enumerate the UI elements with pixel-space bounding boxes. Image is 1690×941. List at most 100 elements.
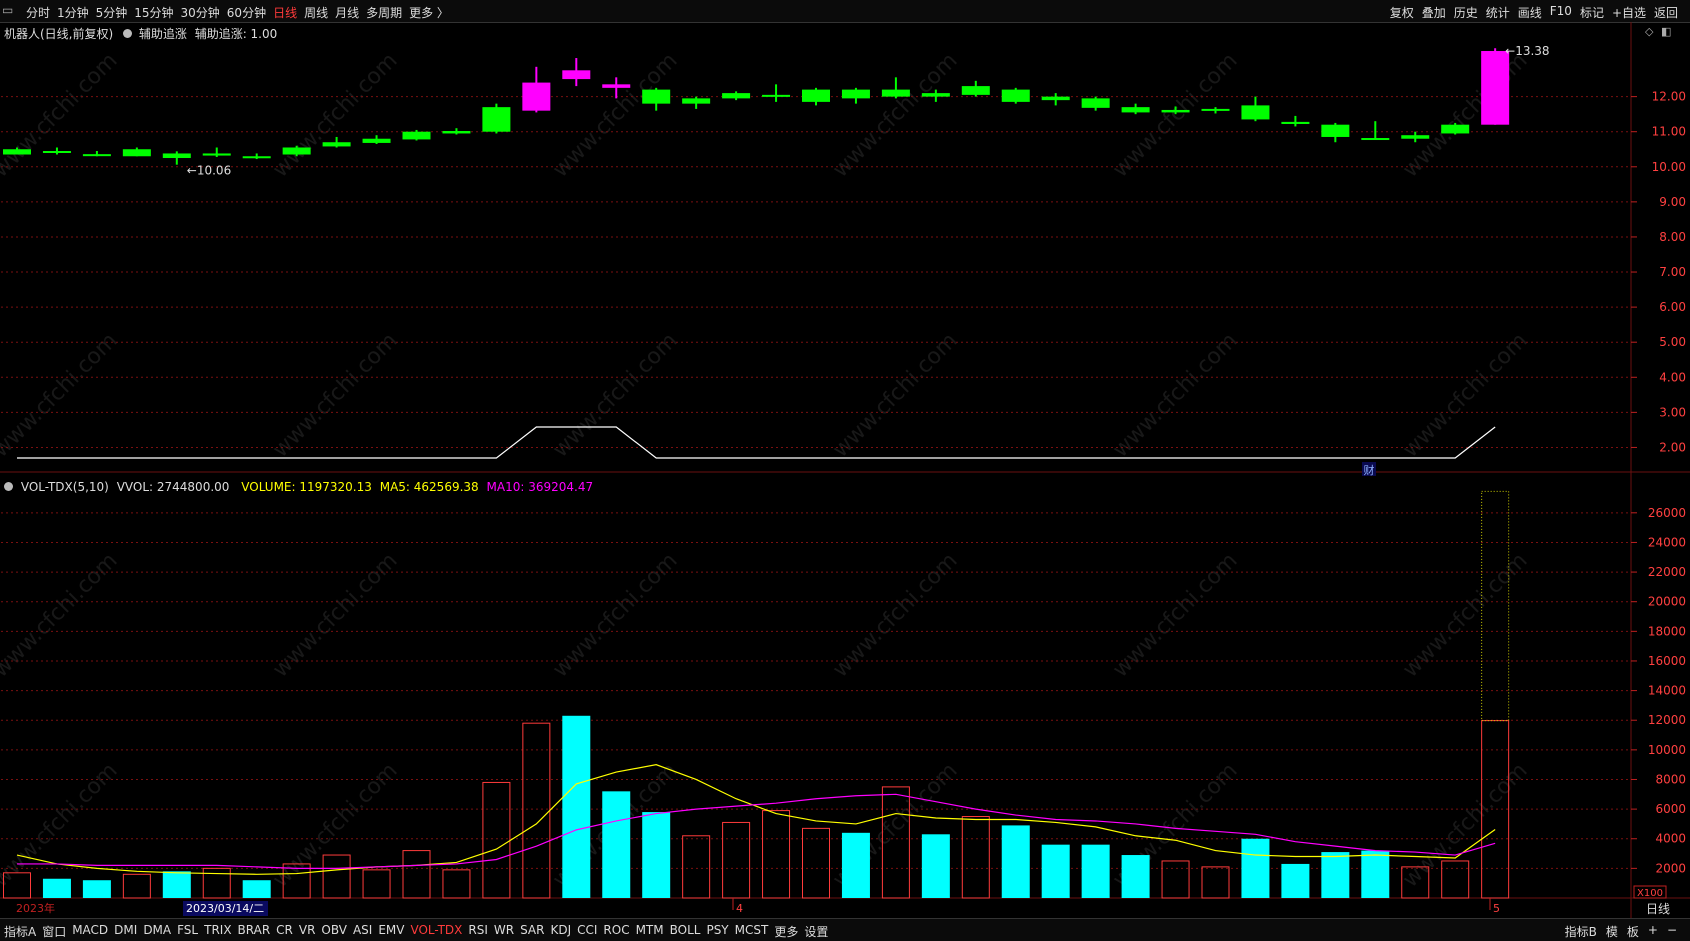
watermark-text: www.cfchi.com bbox=[1108, 548, 1242, 682]
candle-body bbox=[1201, 108, 1230, 111]
toolbar-button-3[interactable]: 统计 bbox=[1485, 6, 1510, 20]
period-tab-6[interactable]: 日线 bbox=[273, 6, 298, 20]
volume-toggle-icon[interactable] bbox=[4, 482, 13, 491]
bottom-button-0[interactable]: 指标B bbox=[1564, 925, 1597, 939]
indicator-tab-7[interactable]: BRAR bbox=[237, 923, 271, 937]
watermark-text: www.cfchi.com bbox=[1398, 48, 1532, 182]
volume-bar bbox=[402, 850, 431, 899]
volume-bar bbox=[841, 832, 870, 898]
volume-tick-label: 2000 bbox=[1655, 861, 1686, 875]
watermark-text: www.cfchi.com bbox=[268, 328, 402, 462]
period-tab-0[interactable]: 分时 bbox=[26, 6, 51, 20]
volume-bar bbox=[482, 781, 511, 899]
indicator-toggle-icon[interactable] bbox=[123, 29, 133, 38]
bottom-button-2[interactable]: 板 bbox=[1626, 925, 1639, 939]
indicator-tab-2[interactable]: MACD bbox=[72, 923, 109, 937]
stock-title: 机器人(日线,前复权) bbox=[4, 27, 114, 41]
period-tab-8[interactable]: 月线 bbox=[335, 6, 360, 20]
candle-body bbox=[322, 142, 351, 147]
price-tick-label: 3.00 bbox=[1659, 405, 1686, 419]
volume-bar bbox=[1041, 844, 1070, 898]
indicator-tab-24[interactable]: 更多 bbox=[774, 925, 799, 939]
indicator-tab-17[interactable]: KDJ bbox=[550, 923, 572, 937]
toolbar-button-0[interactable]: 复权 bbox=[1389, 6, 1414, 20]
date-label-start: 2023年 bbox=[16, 901, 55, 915]
period-tab-3[interactable]: 15分钟 bbox=[134, 6, 174, 20]
indicator-tab-9[interactable]: VR bbox=[298, 923, 316, 937]
toolbar-button-7[interactable]: +自选 bbox=[1611, 6, 1646, 20]
watermark-text: www.cfchi.com bbox=[0, 328, 123, 462]
indicator-tab-3[interactable]: DMI bbox=[114, 923, 138, 937]
volume-bar bbox=[3, 872, 31, 899]
volume-bar bbox=[1241, 838, 1270, 898]
candle-body bbox=[682, 98, 711, 104]
period-tab-10[interactable]: 更多 〉 bbox=[409, 6, 449, 20]
volume-bar bbox=[1481, 720, 1510, 899]
vvol-projection bbox=[1481, 490, 1510, 722]
ma5-line bbox=[16, 764, 1496, 875]
indicator-tab-10[interactable]: OBV bbox=[321, 923, 347, 937]
volume-tick-label: 14000 bbox=[1648, 684, 1686, 698]
bottom-button-3[interactable]: + bbox=[1647, 923, 1658, 937]
candle-body bbox=[802, 89, 830, 102]
period-tab-9[interactable]: 多周期 bbox=[366, 6, 403, 20]
ma10-value: MA10: 369204.47 bbox=[486, 480, 594, 494]
indicator-tab-25[interactable]: 设置 bbox=[804, 925, 829, 939]
candle-body bbox=[1481, 51, 1510, 125]
period-tab-1[interactable]: 1分钟 bbox=[57, 6, 89, 20]
vvol-value: VVOL: 2744800.00 bbox=[116, 480, 230, 494]
volume-tick-label: 8000 bbox=[1655, 772, 1686, 786]
price-tick-label: 4.00 bbox=[1659, 370, 1686, 384]
toolbar-button-6[interactable]: 标记 bbox=[1579, 6, 1604, 20]
volume-indicator-name[interactable]: VOL-TDX(5,10) bbox=[20, 480, 109, 494]
bottom-button-4[interactable]: − bbox=[1666, 923, 1677, 937]
period-tab-5[interactable]: 60分钟 bbox=[226, 6, 267, 20]
candle-body bbox=[1001, 89, 1030, 102]
indicator-tab-22[interactable]: PSY bbox=[706, 923, 729, 937]
indicator-tab-13[interactable]: VOL-TDX bbox=[410, 923, 463, 937]
period-tab-4[interactable]: 30分钟 bbox=[180, 6, 220, 20]
indicator-tab-0[interactable]: 指标A bbox=[4, 925, 37, 939]
indicator-tab-15[interactable]: WR bbox=[493, 923, 515, 937]
indicator-tab-16[interactable]: SAR bbox=[520, 923, 545, 937]
period-tab-2[interactable]: 5分钟 bbox=[95, 6, 128, 20]
indicator-tab-21[interactable]: BOLL bbox=[669, 923, 701, 937]
indicator-tab-19[interactable]: ROC bbox=[603, 923, 630, 937]
candle-body bbox=[242, 156, 271, 159]
candle-body bbox=[642, 89, 671, 104]
indicator-tab-23[interactable]: MCST bbox=[734, 923, 769, 937]
indicator-label[interactable]: 辅助追涨 bbox=[138, 27, 187, 41]
indicator-tab-11[interactable]: ASI bbox=[352, 923, 373, 937]
fin-badge-bg bbox=[1362, 462, 1376, 476]
indicator-tab-18[interactable]: CCI bbox=[577, 923, 598, 937]
window-menu-icon[interactable]: ▭ bbox=[2, 3, 14, 17]
indicator-tab-12[interactable]: EMV bbox=[378, 923, 405, 937]
bottom-button-1[interactable]: 模 bbox=[1605, 925, 1618, 939]
indicator-tab-6[interactable]: TRIX bbox=[204, 923, 232, 937]
toolbar-button-5[interactable]: F10 bbox=[1549, 4, 1572, 18]
volume-bar bbox=[1281, 863, 1310, 898]
volume-tick-label: 22000 bbox=[1648, 565, 1686, 579]
toolbar-button-8[interactable]: 返回 bbox=[1653, 6, 1678, 20]
indicator-tab-5[interactable]: FSL bbox=[177, 923, 199, 937]
period-tab-7[interactable]: 周线 bbox=[304, 6, 329, 20]
top-toolbar: ▭ 分时 1分钟 5分钟 15分钟 30分钟 60分钟 日线 周线 月线 多周期 更多 〉 复权 叠加… bbox=[0, 0, 1690, 23]
panel-maximize-icon[interactable]: ◧ bbox=[1661, 25, 1672, 38]
volume-bar bbox=[682, 835, 711, 899]
indicator-tab-4[interactable]: DMA bbox=[143, 923, 172, 937]
indicator-tab-8[interactable]: CR bbox=[276, 923, 293, 937]
indicator-tab-20[interactable]: MTM bbox=[635, 923, 664, 937]
volume-bar bbox=[802, 827, 830, 899]
panel-diamond-icon[interactable]: ◇ bbox=[1645, 25, 1654, 38]
toolbar-button-1[interactable]: 叠加 bbox=[1421, 6, 1446, 20]
toolbar-button-4[interactable]: 画线 bbox=[1517, 6, 1542, 20]
watermark-text: www.cfchi.com bbox=[1108, 48, 1242, 182]
indicator-tab-14[interactable]: RSI bbox=[468, 923, 488, 937]
candle-body bbox=[1121, 107, 1150, 113]
volume-tick-label: 20000 bbox=[1648, 595, 1686, 609]
volume-bar bbox=[1001, 825, 1030, 898]
volume-bar bbox=[642, 812, 671, 898]
toolbar-button-2[interactable]: 历史 bbox=[1453, 6, 1478, 20]
indicator-tab-1[interactable]: 窗口 bbox=[42, 925, 67, 939]
